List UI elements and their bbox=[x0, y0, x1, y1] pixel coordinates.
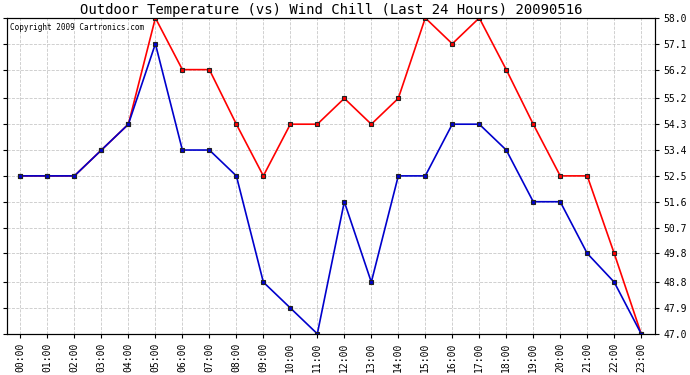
Text: Copyright 2009 Cartronics.com: Copyright 2009 Cartronics.com bbox=[10, 22, 144, 32]
Title: Outdoor Temperature (vs) Wind Chill (Last 24 Hours) 20090516: Outdoor Temperature (vs) Wind Chill (Las… bbox=[79, 3, 582, 17]
